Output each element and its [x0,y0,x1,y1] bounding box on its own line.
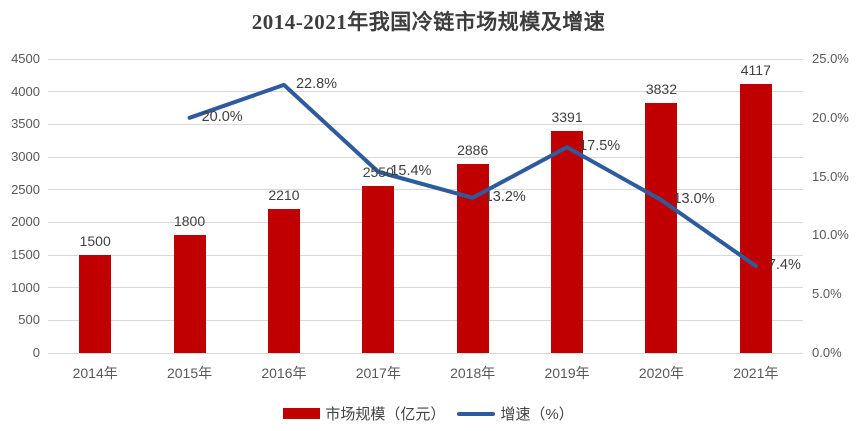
bar-value-label: 2210 [268,186,300,203]
market-size-bar [551,131,584,353]
market-size-bar [79,255,112,353]
growth-rate-label: 22.8% [295,75,338,92]
bar-value-label: 2550 [362,164,394,181]
gridline [48,352,803,354]
left-axis-tick-label: 3500 [11,116,40,132]
gridline [48,156,803,158]
growth-rate-label: 20.0% [201,108,243,125]
x-axis-tick-label: 2014年 [72,365,118,381]
left-axis-tick-label: 4500 [11,51,40,66]
left-axis-tick-label: 500 [18,312,40,328]
growth-rate-label: 13.0% [673,191,715,208]
right-axis-tick-label: 15.0% [812,168,849,184]
gridline [48,58,803,60]
bar-value-label: 3832 [645,80,678,97]
legend-item-growth-rate: 增速（%） [457,403,574,424]
market-size-bar [739,84,772,353]
market-size-bar [362,186,395,353]
x-axis-tick-label: 2016年 [261,365,307,381]
legend-label-growth-rate: 增速（%） [500,406,574,423]
gridline [48,123,803,125]
left-axis-tick-label: 3000 [11,149,40,164]
gridline [48,287,803,289]
x-axis-tick-label: 2020年 [638,365,685,381]
x-axis-tick-label: 2018年 [450,365,496,381]
gridline [48,319,803,321]
bar-value-label: 2886 [457,142,489,159]
right-axis-tick-label: 25.0% [812,51,849,66]
bar-value-label: 3391 [551,109,583,126]
chart-title: 2014-2021年我国冷链市场规模及增速 [251,10,606,34]
growth-rate-label: 17.5% [579,138,621,155]
line-series-swatch-icon [457,411,496,416]
bar-value-label: 4117 [740,62,771,79]
x-axis-tick-label: 2019年 [544,365,590,381]
gridline [48,254,803,256]
left-axis-tick-label: 2500 [11,181,40,197]
market-size-bar [267,208,300,353]
right-axis-tick-label: 20.0% [812,109,849,125]
bar-value-label: 1800 [173,213,206,230]
left-axis-tick-label: 1500 [11,247,40,262]
right-axis-tick-label: 0.0% [812,345,842,360]
right-axis-tick-label: 5.0% [812,286,842,302]
market-size-bar [645,102,678,353]
legend-label-market-size: 市场规模（亿元） [325,406,446,423]
left-axis-tick-label: 4000 [11,83,40,99]
bar-value-label: 1500 [79,233,111,249]
gridline [48,189,803,191]
growth-rate-label: 13.2% [484,188,526,205]
x-axis-tick-label: 2017年 [355,365,401,381]
left-axis-tick-label: 1000 [11,279,40,295]
x-axis-tick-label: 2015年 [166,365,213,381]
growth-rate-label: 7.4% [767,256,801,273]
legend: 市场规模（亿元） 增速（%） [0,403,857,424]
left-axis-tick-label: 2000 [11,214,40,230]
market-size-bar [173,235,206,353]
growth-rate-label: 15.4% [390,162,432,179]
left-axis-tick-label: 0 [32,345,40,360]
right-axis-tick-label: 10.0% [812,227,849,243]
x-axis-tick-label: 2021年 [733,365,779,381]
legend-item-market-size: 市场规模（亿元） [283,403,445,424]
bar-series-swatch-icon [283,408,321,419]
